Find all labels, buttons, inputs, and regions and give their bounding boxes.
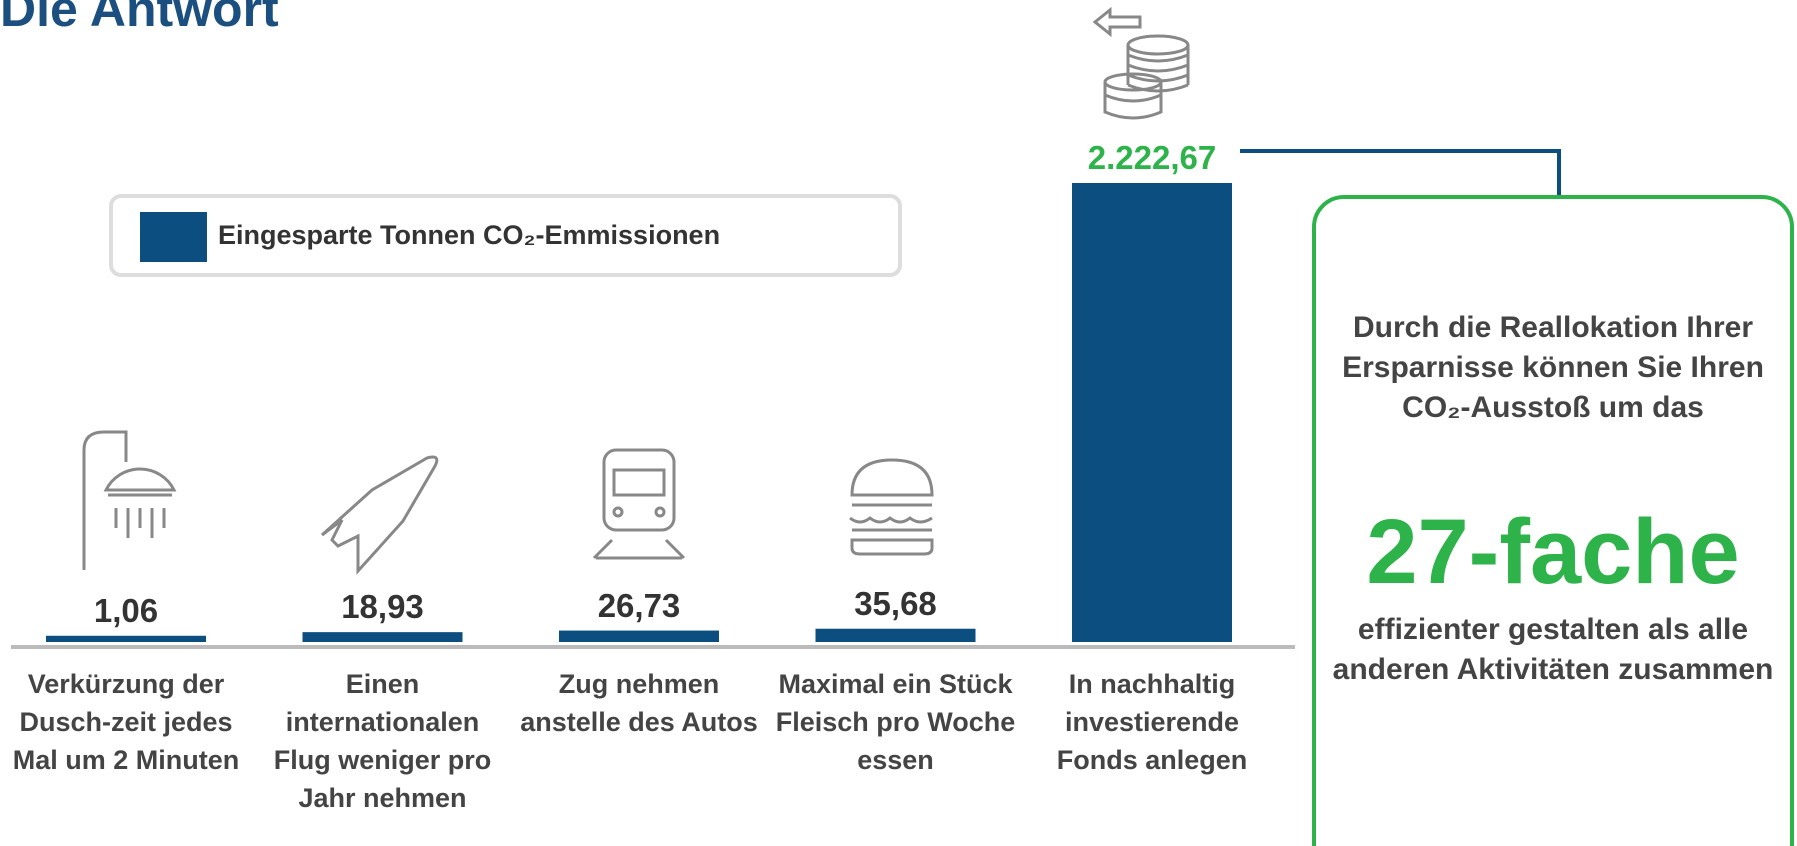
bar — [1072, 183, 1232, 642]
bar — [46, 635, 206, 642]
value-label: 1,06 — [93, 591, 159, 629]
x-tick-label: Verkürzung der Dusch-zeit jedes Mal um 2… — [12, 669, 240, 775]
bar — [559, 630, 719, 642]
legend-label: Eingesparte Tonnen CO₂-Emmissionen — [218, 220, 721, 250]
value-label: 26,73 — [597, 586, 681, 624]
bar — [302, 632, 463, 642]
bar — [815, 628, 976, 642]
connector — [1240, 149, 1561, 197]
x-tick-label: Maximal ein Stück Fleisch pro Woche esse… — [775, 669, 1016, 775]
callout-text: Durch die Reallokation Ihrer Ersparnisse… — [1342, 311, 1764, 424]
x-tick-label: Einen internationalen Flug weniger pro J… — [273, 669, 492, 813]
callout-highlight: 27-fache — [1366, 501, 1740, 603]
callout-box — [1312, 195, 1794, 846]
x-tick-label: In nachhaltig investierende Fonds anlege… — [1056, 669, 1248, 775]
title: Die Antwort — [0, 0, 279, 37]
x-tick-label: Zug nehmen anstelle des Autos — [520, 669, 758, 737]
value-label: 2.222,67 — [1087, 139, 1217, 176]
value-label: 35,68 — [854, 584, 937, 622]
value-label: 18,93 — [341, 588, 424, 626]
legend-swatch — [140, 212, 207, 262]
icons — [82, 6, 1190, 575]
callout-text: effizienter gestalten als alle anderen A… — [1332, 613, 1774, 686]
legend-box — [109, 194, 902, 277]
